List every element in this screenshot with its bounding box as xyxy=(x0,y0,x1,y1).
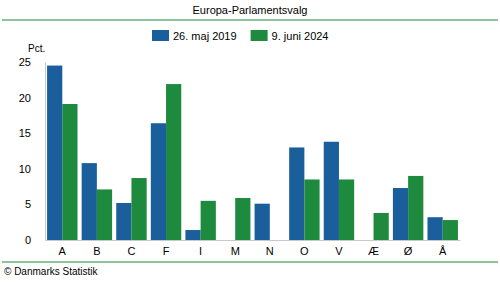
y-axis-title: Pct. xyxy=(28,43,45,54)
x-tick-label: A xyxy=(59,245,67,257)
y-tick-label: 5 xyxy=(25,198,31,210)
bar xyxy=(235,198,250,240)
x-tick-label: N xyxy=(266,245,274,257)
bar xyxy=(339,179,354,240)
bar xyxy=(201,201,216,240)
title: Europa-Parlamentsvalg xyxy=(193,4,308,16)
x-tick: M xyxy=(231,240,240,257)
legend-swatch xyxy=(251,30,268,41)
chart: Europa-Parlamentsvalg © Danmarks Statisti… xyxy=(0,0,500,282)
x-tick-label: Ø xyxy=(404,245,413,257)
bar xyxy=(324,142,339,240)
x-axis: ABCFIMNOVÆØÅ xyxy=(46,240,461,257)
x-tick: A xyxy=(59,240,67,257)
x-tick-label: Æ xyxy=(368,245,379,257)
x-tick-label: Å xyxy=(439,245,447,257)
y-tick-label: 20 xyxy=(19,92,31,104)
y-tick: 10 xyxy=(19,163,45,175)
bar xyxy=(82,163,97,240)
legend-item: 9. juni 2024 xyxy=(251,30,329,42)
x-tick-label: F xyxy=(163,245,170,257)
source: © Danmarks Statistik xyxy=(4,266,99,277)
y-tick: 25 xyxy=(19,56,45,68)
y-tick: 5 xyxy=(25,198,45,210)
x-axis-line xyxy=(46,240,461,241)
x-tick: Å xyxy=(439,240,447,257)
y-tick: 0 xyxy=(25,234,45,246)
header-rule xyxy=(2,20,498,21)
x-tick: Æ xyxy=(368,240,379,257)
legend-label: 9. juni 2024 xyxy=(272,30,329,42)
x-tick: B xyxy=(93,240,100,257)
x-tick: I xyxy=(199,240,202,257)
x-tick: N xyxy=(266,240,274,257)
x-tick: Ø xyxy=(404,240,413,257)
y-tick-label: 10 xyxy=(19,163,31,175)
x-tick: C xyxy=(127,240,135,257)
y-tick-label: 25 xyxy=(19,56,31,68)
footer-rule xyxy=(2,262,498,263)
bar xyxy=(131,178,146,240)
bar xyxy=(374,213,389,240)
plot: 0 5 10 15 20 25 A B C F I M N O V Æ Ø Å xyxy=(19,56,461,257)
bars xyxy=(47,66,458,240)
x-tick-label: B xyxy=(93,245,100,257)
y-tick-label: 0 xyxy=(25,234,31,246)
bar xyxy=(166,84,181,240)
bar xyxy=(47,66,62,240)
bar xyxy=(393,188,408,240)
x-tick: F xyxy=(163,240,170,257)
bar xyxy=(289,147,304,240)
legend-label: 26. maj 2019 xyxy=(173,30,237,42)
bar xyxy=(151,123,166,240)
legend-swatch xyxy=(152,30,169,41)
bar xyxy=(116,203,131,240)
bar xyxy=(408,176,423,240)
bar xyxy=(304,179,319,240)
bar xyxy=(427,217,442,240)
x-tick-label: V xyxy=(335,245,343,257)
bar xyxy=(443,220,458,240)
x-tick-label: C xyxy=(127,245,135,257)
x-tick: V xyxy=(335,240,343,257)
bar xyxy=(255,204,270,240)
x-tick: O xyxy=(300,240,309,257)
x-tick-label: I xyxy=(199,245,202,257)
bar xyxy=(97,189,112,240)
bar xyxy=(185,230,200,240)
y-axis-line xyxy=(45,63,46,241)
legend: 26. maj 2019 9. juni 2024 xyxy=(152,30,329,42)
y-axis: 0 5 10 15 20 25 xyxy=(19,56,46,246)
x-tick-label: O xyxy=(300,245,309,257)
y-tick: 20 xyxy=(19,92,45,104)
x-tick-label: M xyxy=(231,245,240,257)
legend-item: 26. maj 2019 xyxy=(152,30,237,42)
y-tick-label: 15 xyxy=(19,127,31,139)
y-tick: 15 xyxy=(19,127,45,139)
bar xyxy=(62,104,77,240)
